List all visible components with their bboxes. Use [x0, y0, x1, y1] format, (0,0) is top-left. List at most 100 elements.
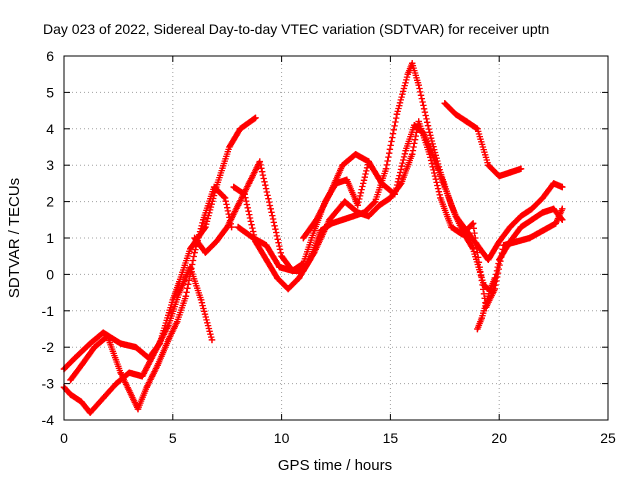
- x-tick-label: 25: [600, 430, 616, 446]
- data-point: [226, 143, 233, 151]
- data-point: [448, 223, 455, 231]
- y-tick-label: -2: [42, 339, 55, 355]
- data-point: [154, 362, 161, 369]
- data-point: [284, 285, 292, 293]
- series-track-9: [474, 274, 499, 333]
- data-point: [341, 198, 348, 205]
- data-point: [491, 274, 499, 282]
- data-point: [463, 227, 470, 234]
- data-markers: [60, 114, 259, 373]
- data-point: [528, 205, 536, 213]
- data-point: [78, 362, 85, 369]
- data-point: [496, 172, 503, 180]
- series-track-8: [441, 100, 525, 180]
- data-point: [441, 100, 448, 107]
- data-markers: [441, 100, 525, 180]
- y-axis-label: SDTVAR / TECUs: [6, 178, 23, 298]
- data-point: [173, 318, 181, 325]
- data-point: [256, 158, 264, 165]
- data-point: [230, 183, 237, 191]
- data-point: [250, 234, 257, 242]
- data-point: [197, 296, 205, 304]
- data-point: [210, 183, 218, 191]
- data-point: [86, 409, 94, 416]
- y-tick-label: -3: [42, 376, 55, 392]
- data-point: [437, 194, 444, 202]
- data-point: [539, 209, 546, 216]
- data-series: [60, 60, 566, 416]
- series-track-2: [60, 263, 216, 416]
- data-point: [350, 212, 357, 220]
- data-point: [365, 212, 372, 220]
- y-tick-label: 6: [46, 48, 54, 64]
- data-point: [550, 180, 557, 187]
- data-point: [430, 154, 438, 162]
- data-point: [234, 202, 242, 209]
- y-tick-label: 2: [46, 194, 54, 210]
- data-point: [500, 242, 507, 249]
- y-tick-label: 4: [46, 121, 54, 137]
- data-point: [241, 191, 248, 198]
- data-point: [517, 212, 525, 220]
- data-point: [67, 376, 74, 384]
- x-tick-label: 20: [491, 430, 507, 446]
- data-point: [91, 344, 98, 351]
- data-point: [191, 249, 198, 256]
- data-point: [126, 387, 133, 395]
- data-point: [469, 245, 477, 253]
- data-point: [513, 238, 520, 245]
- data-point: [165, 322, 172, 329]
- data-point: [86, 340, 94, 347]
- data-point: [224, 223, 231, 231]
- data-point: [182, 293, 190, 300]
- data-point: [311, 227, 318, 234]
- data-point: [354, 209, 361, 216]
- data-point: [263, 242, 270, 249]
- data-point: [463, 118, 470, 125]
- data-point: [371, 198, 379, 205]
- data-point: [200, 216, 207, 223]
- data-point: [402, 147, 409, 154]
- data-point: [134, 405, 142, 413]
- series-track-1: [60, 114, 259, 373]
- data-point: [404, 71, 412, 78]
- data-point: [99, 394, 107, 402]
- data-point: [408, 60, 416, 67]
- data-point: [143, 384, 150, 391]
- data-point: [485, 162, 492, 169]
- data-point: [415, 118, 422, 125]
- data-point: [237, 125, 244, 132]
- data-point: [263, 256, 270, 264]
- data-point: [478, 314, 485, 322]
- data-point: [104, 333, 111, 340]
- data-point: [139, 373, 146, 380]
- data-point: [482, 300, 490, 307]
- series-track-7: [300, 121, 566, 264]
- data-point: [295, 274, 303, 282]
- data-markers: [234, 118, 566, 311]
- data-point: [539, 227, 546, 234]
- x-tick-label: 15: [383, 430, 399, 446]
- data-point: [339, 216, 346, 223]
- data-point: [539, 194, 546, 202]
- data-point: [459, 231, 466, 238]
- data-point: [117, 369, 124, 376]
- data-point: [452, 212, 459, 220]
- data-point: [276, 263, 283, 271]
- data-point: [441, 183, 448, 191]
- data-point: [117, 340, 124, 347]
- data-point: [393, 111, 401, 118]
- y-tick-label: -1: [42, 303, 55, 319]
- data-point: [191, 234, 198, 242]
- data-point: [517, 165, 525, 173]
- y-tick-label: -4: [42, 412, 55, 428]
- data-point: [126, 369, 133, 376]
- data-point: [339, 162, 346, 169]
- data-point: [252, 114, 259, 122]
- x-tick-label: 10: [274, 430, 290, 446]
- data-point: [278, 253, 285, 260]
- data-point: [517, 223, 525, 231]
- data-point: [474, 242, 481, 249]
- data-point: [408, 151, 416, 158]
- data-point: [365, 158, 372, 165]
